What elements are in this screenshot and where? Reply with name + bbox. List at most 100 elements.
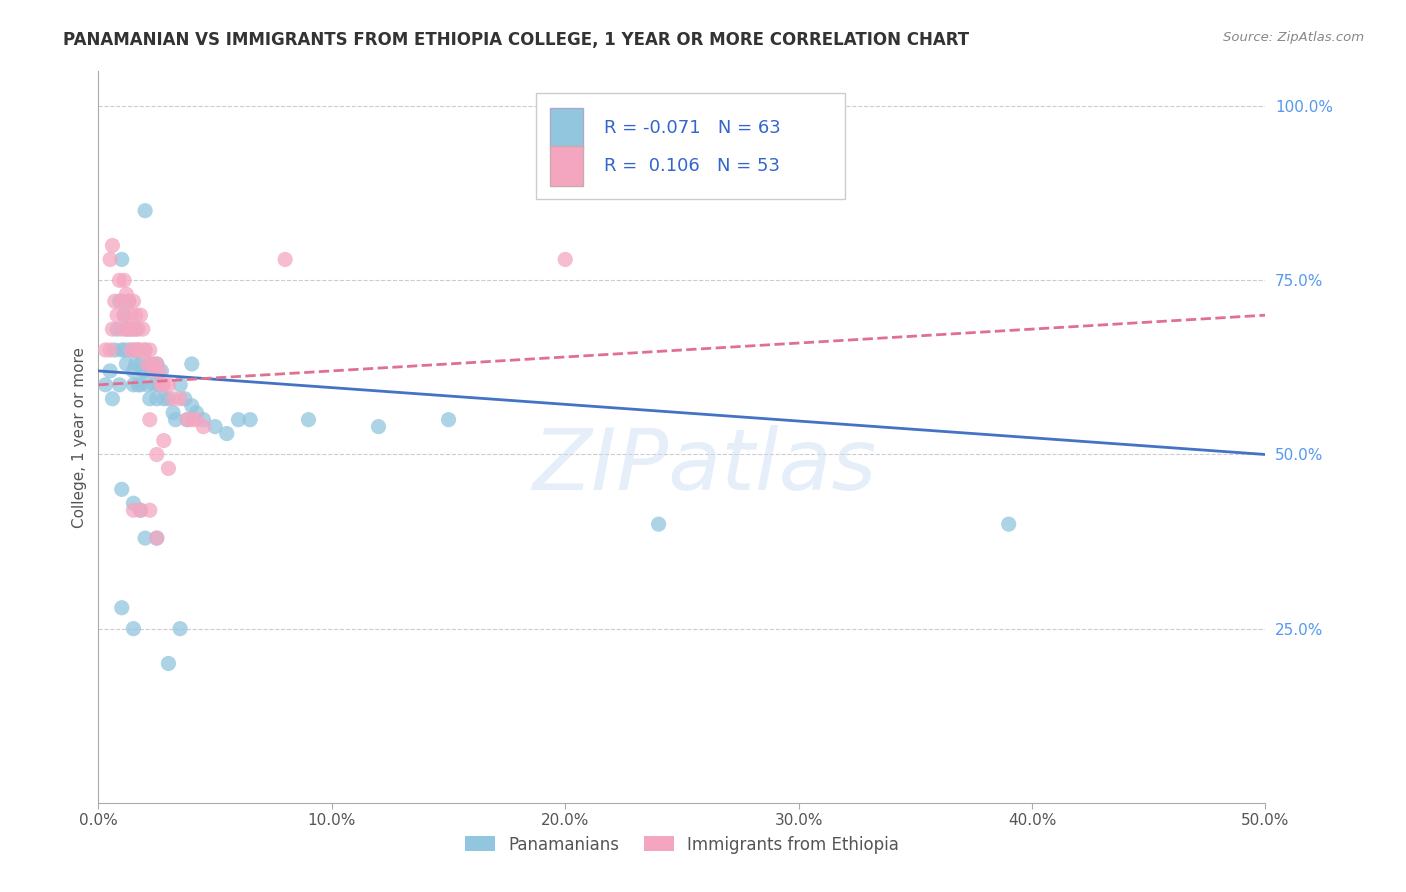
Point: [186, 412, 208, 426]
Point: [118, 294, 141, 309]
Point: [134, 531, 156, 545]
Point: [115, 287, 138, 301]
Point: [239, 412, 262, 426]
Point: [169, 377, 191, 392]
Point: [150, 364, 173, 378]
Point: [146, 531, 169, 545]
Y-axis label: College, 1 year or more: College, 1 year or more: [72, 347, 87, 527]
Point: [132, 364, 155, 378]
Point: [127, 343, 149, 357]
Point: [215, 426, 238, 441]
Point: [141, 357, 163, 371]
Point: [554, 252, 576, 267]
Point: [101, 322, 124, 336]
Text: R = -0.071   N = 63: R = -0.071 N = 63: [603, 119, 780, 137]
Point: [112, 308, 135, 322]
Point: [134, 343, 156, 357]
Point: [180, 399, 202, 413]
Point: [120, 308, 142, 322]
Point: [122, 377, 145, 392]
Point: [129, 503, 152, 517]
Point: [157, 657, 180, 671]
Point: [112, 308, 135, 322]
Point: [122, 294, 145, 309]
Point: [157, 461, 180, 475]
Point: [104, 294, 127, 309]
Point: [148, 364, 170, 378]
Point: [98, 364, 121, 378]
Point: [118, 294, 141, 309]
Point: [129, 308, 152, 322]
Point: [139, 343, 162, 357]
Point: [139, 357, 162, 371]
Point: [111, 343, 134, 357]
Point: [125, 308, 148, 322]
Point: [176, 412, 198, 426]
Point: [132, 322, 155, 336]
Point: [152, 434, 174, 448]
Point: [367, 419, 389, 434]
Point: [165, 412, 187, 426]
Point: [169, 392, 191, 406]
Point: [101, 238, 124, 252]
Point: [204, 419, 226, 434]
Point: [141, 364, 163, 378]
Point: [122, 503, 145, 517]
Point: [647, 517, 669, 532]
Point: [228, 412, 250, 426]
Point: [193, 419, 215, 434]
Point: [94, 343, 117, 357]
Point: [129, 357, 152, 371]
Legend: Panamanians, Immigrants from Ethiopia: Panamanians, Immigrants from Ethiopia: [458, 829, 905, 860]
Point: [143, 377, 166, 392]
Point: [146, 357, 169, 371]
Point: [105, 322, 128, 336]
Point: [148, 377, 170, 392]
Point: [115, 357, 138, 371]
Point: [157, 392, 180, 406]
Point: [115, 322, 138, 336]
Text: R =  0.106   N = 53: R = 0.106 N = 53: [603, 157, 780, 175]
Point: [112, 343, 135, 357]
Point: [118, 322, 141, 336]
Point: [186, 406, 208, 420]
Point: [111, 294, 134, 309]
Point: [101, 392, 124, 406]
Point: [120, 343, 142, 357]
Point: [152, 377, 174, 392]
Point: [129, 377, 152, 392]
Text: Source: ZipAtlas.com: Source: ZipAtlas.com: [1223, 31, 1364, 45]
Point: [297, 412, 319, 426]
Point: [193, 412, 215, 426]
Point: [146, 448, 169, 462]
Point: [274, 252, 297, 267]
Point: [176, 412, 198, 426]
Point: [108, 273, 131, 287]
Point: [139, 392, 162, 406]
Point: [997, 517, 1019, 532]
Point: [125, 343, 148, 357]
Point: [111, 600, 134, 615]
Point: [122, 322, 145, 336]
Point: [94, 377, 117, 392]
Point: [122, 496, 145, 510]
Point: [111, 322, 134, 336]
Point: [120, 322, 142, 336]
Point: [108, 294, 131, 309]
FancyBboxPatch shape: [550, 108, 582, 148]
Point: [111, 483, 134, 497]
Point: [115, 322, 138, 336]
Point: [122, 343, 145, 357]
Point: [136, 357, 159, 371]
Point: [129, 343, 152, 357]
Point: [169, 622, 191, 636]
Point: [437, 412, 460, 426]
Point: [139, 412, 162, 426]
Point: [108, 377, 131, 392]
Point: [122, 364, 145, 378]
Point: [125, 322, 148, 336]
Point: [146, 531, 169, 545]
Point: [157, 377, 180, 392]
Point: [104, 343, 127, 357]
FancyBboxPatch shape: [550, 146, 582, 186]
